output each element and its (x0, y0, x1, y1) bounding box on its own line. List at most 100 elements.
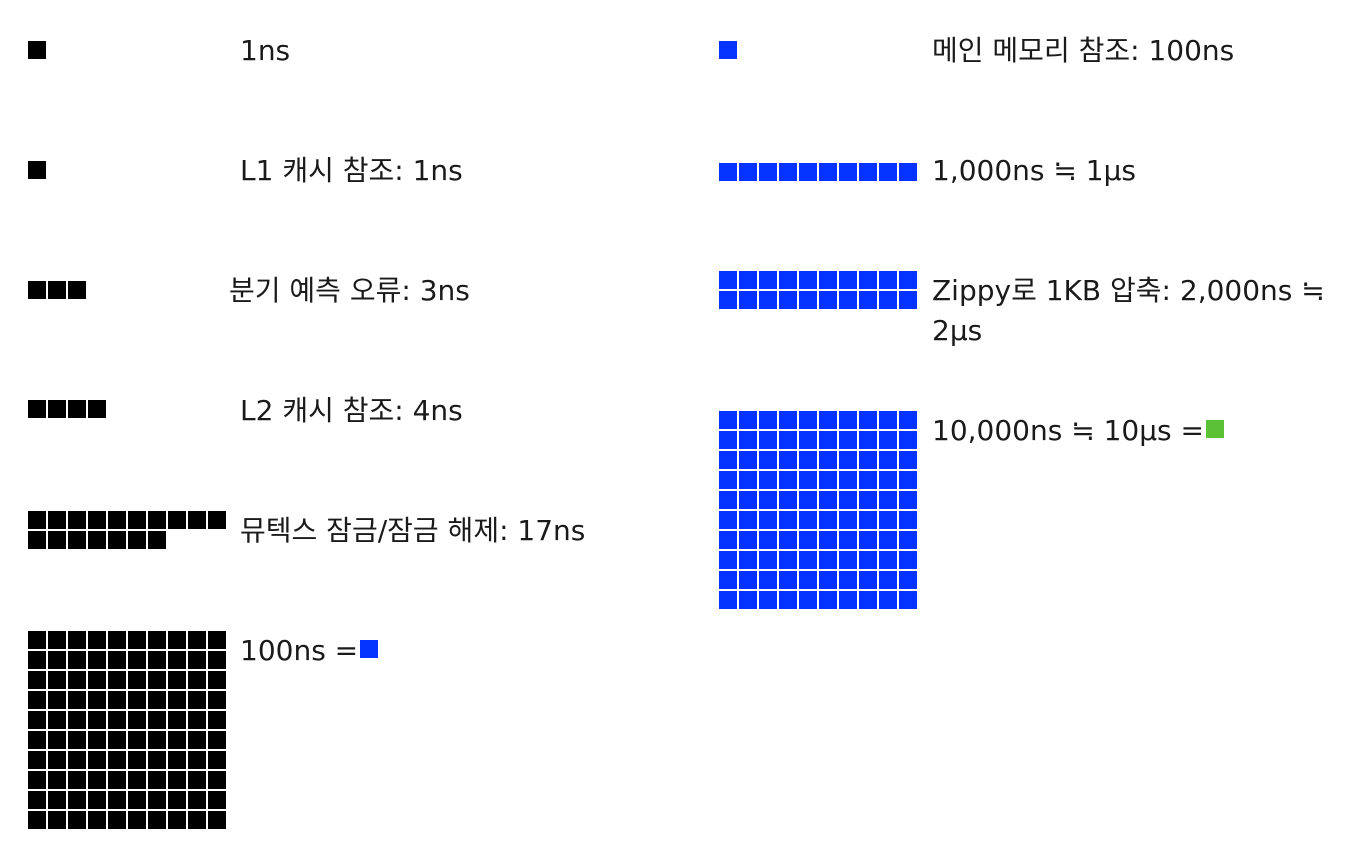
unit-cell (759, 511, 777, 529)
unit-cell (719, 431, 737, 449)
unit-cell (839, 491, 857, 509)
unit-cell (779, 551, 797, 569)
unit-cell (148, 691, 166, 709)
unit-cell (168, 631, 186, 649)
unit-cell (739, 163, 757, 181)
unit-cell (899, 411, 917, 429)
unit-cell (88, 531, 106, 549)
unit-cell (68, 281, 86, 299)
unit-cell (859, 531, 877, 549)
unit-cell (168, 711, 186, 729)
unit-cell (839, 551, 857, 569)
unit-cell (739, 451, 757, 469)
unit-cell (859, 271, 877, 289)
latency-label-text: 1ns (240, 34, 291, 67)
unit-cell (148, 771, 166, 789)
unit-cell (819, 271, 837, 289)
unit-cell (899, 591, 917, 609)
unit-cell (28, 671, 46, 689)
unit-cell (68, 671, 86, 689)
unit-cell (28, 41, 46, 59)
unit-cell (48, 691, 66, 709)
unit-cell (28, 771, 46, 789)
unit-cell (68, 811, 86, 829)
unit-cell (759, 451, 777, 469)
unit-cell (899, 531, 917, 549)
unit-cell (819, 511, 837, 529)
unit-cell (719, 411, 737, 429)
unit-cell (899, 271, 917, 289)
unit-cell (68, 511, 86, 529)
latency-label-text: 100ns = (240, 634, 359, 667)
unit-cell (759, 411, 777, 429)
unit-cell (148, 751, 166, 769)
unit-cell (899, 431, 917, 449)
unit-cell (208, 731, 226, 749)
unit-cell (799, 591, 817, 609)
unit-cell (28, 161, 46, 179)
unit-cell (759, 551, 777, 569)
unit-cell (879, 491, 897, 509)
unit-cell (899, 511, 917, 529)
unit-cell (48, 791, 66, 809)
unit-cell (68, 771, 86, 789)
unit-cell (719, 531, 737, 549)
unit-cell (799, 451, 817, 469)
unit-cell (819, 591, 837, 609)
unit-cell (719, 511, 737, 529)
latency-label-text: L2 캐시 참조: 4ns (240, 394, 463, 427)
unit-cell (128, 671, 146, 689)
unit-cell (208, 671, 226, 689)
unit-cell (899, 163, 917, 181)
unit-cell (759, 431, 777, 449)
unit-cell (128, 691, 146, 709)
unit-cell (108, 811, 126, 829)
unit-cell (739, 471, 757, 489)
unit-cell (839, 163, 857, 181)
unit-cell (779, 531, 797, 549)
unit-cell (899, 451, 917, 469)
unit-cell (859, 551, 877, 569)
unit-cell (188, 731, 206, 749)
unit-cell (839, 411, 857, 429)
unit-cell (779, 431, 797, 449)
unit-cell (208, 771, 226, 789)
unit-cell (48, 811, 66, 829)
unit-cell (108, 671, 126, 689)
unit-cell (148, 731, 166, 749)
unit-cell (188, 811, 206, 829)
unit-cell (779, 163, 797, 181)
unit-cell (148, 631, 166, 649)
unit-cell (879, 471, 897, 489)
unit-cell (859, 571, 877, 589)
unit-cell (899, 291, 917, 309)
unit-cell (148, 511, 166, 529)
unit-cell (799, 491, 817, 509)
unit-cell (759, 271, 777, 289)
unit-cell (859, 591, 877, 609)
unit-cell (839, 531, 857, 549)
unit-cell (168, 651, 186, 669)
unit-cell (168, 751, 186, 769)
unit-cell (88, 771, 106, 789)
unit-cell (108, 631, 126, 649)
unit-cell (719, 491, 737, 509)
latency-label: 뮤텍스 잠금/잠금 해제: 17ns (240, 511, 585, 551)
unit-cell (128, 731, 146, 749)
unit-cell (48, 511, 66, 529)
latency-label: 분기 예측 오류: 3ns (229, 271, 470, 311)
unit-cell (739, 491, 757, 509)
unit-cell (779, 471, 797, 489)
unit-cell (839, 571, 857, 589)
unit-cell (88, 751, 106, 769)
unit-cell (799, 531, 817, 549)
unit-cell (48, 651, 66, 669)
unit-cell (168, 731, 186, 749)
latency-label-text: L1 캐시 참조: 1ns (240, 154, 463, 187)
unit-cell (188, 711, 206, 729)
unit-cell (719, 591, 737, 609)
unit-cell (859, 163, 877, 181)
unit-cell (819, 551, 837, 569)
unit-cell (28, 400, 46, 418)
unit-cell (168, 691, 186, 709)
